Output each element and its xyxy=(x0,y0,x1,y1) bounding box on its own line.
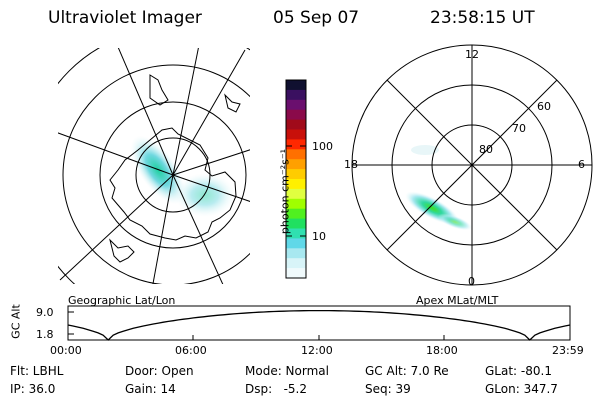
colorbar-band xyxy=(286,258,306,269)
colorbar-tick-10: 10 xyxy=(312,230,326,243)
colorbar-gradient xyxy=(286,80,306,279)
colorbar-band xyxy=(286,99,306,111)
colorbar-band xyxy=(286,80,306,91)
colorbar-band xyxy=(286,248,306,259)
time-label: 23:58:15 UT xyxy=(430,8,535,28)
colorbar-band xyxy=(286,238,306,249)
colorbar-band xyxy=(286,208,306,220)
colorbar-band xyxy=(286,129,306,140)
mlt-label-6: 6 xyxy=(578,158,585,171)
mlat-label-60: 60 xyxy=(537,100,551,113)
colorbar-band xyxy=(286,119,306,131)
colorbar xyxy=(285,79,307,279)
altitude-xtick-2359: 23:59 xyxy=(552,344,584,357)
altitude-xtick-1800: 18:00 xyxy=(426,344,458,357)
altitude-xtick-1200: 12:00 xyxy=(301,344,333,357)
mlat-label-80: 80 xyxy=(479,143,493,156)
geographic-title: Geographic Lat/Lon xyxy=(68,294,176,307)
colorbar-band xyxy=(286,218,306,230)
coastline-continent xyxy=(109,127,237,241)
colorbar-band xyxy=(286,268,306,279)
colorbar-band xyxy=(286,159,306,170)
mlat-label-70: 70 xyxy=(512,122,526,135)
coastline-peninsula xyxy=(109,238,135,263)
colorbar-band xyxy=(286,179,306,190)
mlt-label-12: 12 xyxy=(465,48,479,61)
altitude-xtick-0600: 06:00 xyxy=(175,344,207,357)
status-ip: IP: 36.0 xyxy=(10,382,56,396)
colorbar-band xyxy=(286,228,306,239)
colorbar-unit-label: photon cm⁻²s⁻¹ xyxy=(278,148,292,235)
colorbar-band xyxy=(286,198,306,210)
colorbar-frame xyxy=(285,79,307,279)
colorbar-band xyxy=(286,139,306,150)
colorbar-band xyxy=(286,149,306,160)
aurora-haze-geo xyxy=(175,173,235,217)
status-door: Door: Open xyxy=(125,364,194,378)
colorbar-band xyxy=(286,109,306,121)
altitude-xtick-0000: 00:00 xyxy=(50,344,82,357)
altitude-curve xyxy=(67,309,571,341)
status-mode: Mode: Normal xyxy=(245,364,329,378)
status-dsp: Dsp: -5.2 xyxy=(245,382,308,396)
status-filter: Flt: LBHL xyxy=(10,364,64,378)
status-glon: GLon: 347.7 xyxy=(485,382,558,396)
colorbar-band xyxy=(286,89,306,101)
aurora-tail-apex xyxy=(437,213,473,231)
apex-title: Apex MLat/MLT xyxy=(416,294,499,307)
mlt-label-0: 0 xyxy=(468,275,475,288)
status-gc-alt: GC Alt: 7.0 Re xyxy=(365,364,449,378)
mlt-label-18: 18 xyxy=(344,158,358,171)
date-label: 05 Sep 07 xyxy=(273,8,360,28)
coastline-upper xyxy=(149,74,169,106)
apex-polar-plot xyxy=(351,44,593,286)
colorbar-band xyxy=(286,188,306,200)
altitude-panel xyxy=(67,305,571,341)
geographic-map xyxy=(58,48,250,284)
colorbar-band xyxy=(286,169,306,180)
coastline-island xyxy=(224,93,241,113)
status-seq: Seq: 39 xyxy=(365,382,411,396)
altitude-ytick-low: 1.8 xyxy=(36,328,54,341)
instrument-title: Ultraviolet Imager xyxy=(48,8,202,28)
status-glat: GLat: -80.1 xyxy=(485,364,552,378)
colorbar-tick-100: 100 xyxy=(312,140,333,153)
altitude-ytick-high: 9.0 xyxy=(36,306,54,319)
status-gain: Gain: 14 xyxy=(125,382,176,396)
altitude-ylabel: GC Alt xyxy=(9,304,23,339)
aurora-haze-apex xyxy=(411,145,439,155)
